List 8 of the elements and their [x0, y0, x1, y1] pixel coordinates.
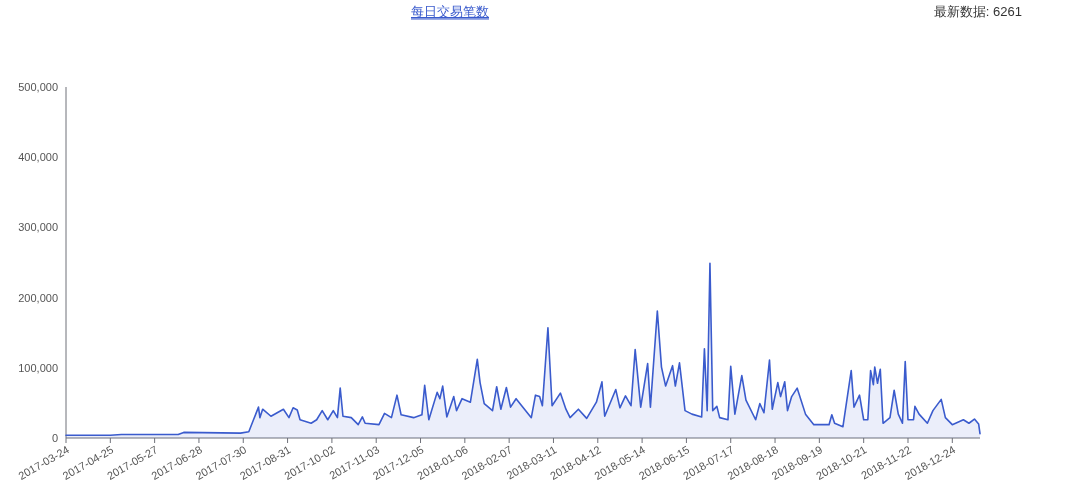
y-tick-label: 300,000 — [18, 221, 58, 234]
annotation: 最新数据: 6261 — [933, 4, 1022, 19]
y-tick-label: 400,000 — [18, 151, 58, 164]
y-tick-label: 0 — [51, 432, 58, 444]
y-tick-label: 100,000 — [18, 361, 58, 374]
title: 每日交易笔数 — [411, 4, 489, 19]
y-tick-label: 500,000 — [18, 81, 58, 93]
y-tick-label: 200,000 — [18, 291, 58, 304]
